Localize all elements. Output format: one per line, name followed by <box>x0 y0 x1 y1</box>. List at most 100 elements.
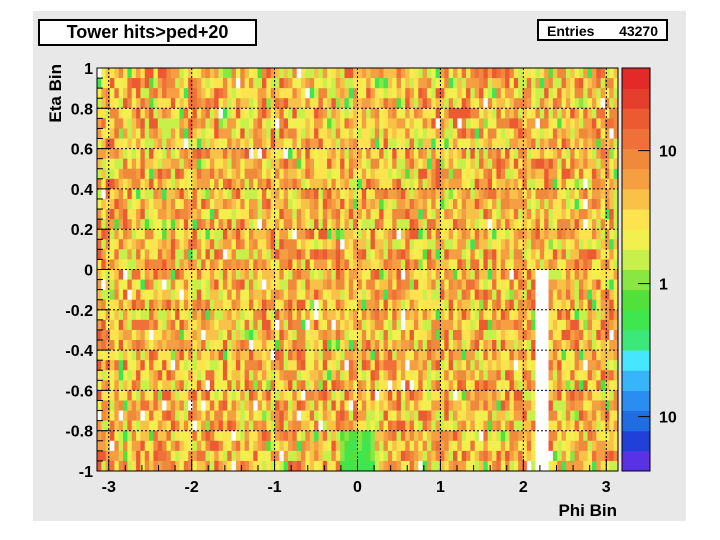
heatmap-cell <box>175 138 180 150</box>
heatmap-cell <box>496 299 502 311</box>
heatmap-cell <box>474 259 480 270</box>
heatmap-cell <box>479 209 484 220</box>
heatmap-cell <box>509 279 515 291</box>
heatmap-cell <box>214 440 220 452</box>
heatmap-cell <box>166 98 172 109</box>
heatmap-cell <box>518 249 523 260</box>
heatmap-cell <box>244 239 250 250</box>
heatmap-cell <box>570 289 576 301</box>
heatmap-cell <box>370 319 376 331</box>
heatmap-cell <box>570 410 576 422</box>
heatmap-cell <box>496 420 502 432</box>
heatmap-cell <box>500 198 506 210</box>
heatmap-cell <box>240 148 246 160</box>
heatmap-cell <box>248 440 254 452</box>
heatmap-cell <box>361 188 367 200</box>
heatmap-cell <box>105 98 111 109</box>
heatmap-cell <box>348 319 354 331</box>
heatmap-cell <box>331 340 337 351</box>
heatmap-cell <box>196 158 202 170</box>
heatmap-cell <box>509 340 515 351</box>
heatmap-cell <box>205 380 211 391</box>
heatmap-cell <box>123 138 128 150</box>
heatmap-cell <box>196 390 202 401</box>
heatmap-cell <box>218 168 224 180</box>
heatmap-cell <box>574 98 580 109</box>
heatmap-cell <box>253 249 259 260</box>
heatmap-cell <box>201 420 207 432</box>
heatmap-cell <box>157 88 163 99</box>
heatmap-cell <box>505 198 510 210</box>
heatmap-cell <box>114 289 120 301</box>
heatmap-cell <box>492 360 497 371</box>
heatmap-cell <box>431 148 437 160</box>
heatmap-cell <box>526 88 532 99</box>
heatmap-cell <box>479 219 484 230</box>
heatmap-cell <box>500 380 506 391</box>
heatmap-cell <box>492 269 497 281</box>
heatmap-cell <box>340 249 345 260</box>
heatmap-cell <box>97 78 102 89</box>
heatmap-cell <box>196 319 202 331</box>
heatmap-cell <box>192 68 198 79</box>
heatmap-cell <box>162 309 167 321</box>
heatmap-cell <box>604 360 610 371</box>
heatmap-cell <box>327 410 332 422</box>
heatmap-cell <box>604 148 610 160</box>
heatmap-cell <box>453 88 458 99</box>
heatmap-cell <box>322 329 328 341</box>
heatmap-cell <box>257 329 263 341</box>
heatmap-cell <box>509 400 515 412</box>
heatmap-cell <box>209 289 215 301</box>
heatmap-cell <box>105 329 111 341</box>
heatmap-cell <box>487 279 493 291</box>
heatmap-cell <box>114 219 120 230</box>
heatmap-cell <box>426 410 432 422</box>
heatmap-cell <box>97 98 102 109</box>
heatmap-cell <box>366 299 372 311</box>
heatmap-cell <box>201 410 207 422</box>
heatmap-cell <box>344 178 350 190</box>
heatmap-cell <box>153 390 159 401</box>
heatmap-cell <box>583 390 589 401</box>
heatmap-cell <box>140 108 146 119</box>
heatmap-cell <box>413 289 419 301</box>
heatmap-cell <box>383 239 389 250</box>
heatmap-cell <box>453 168 458 180</box>
heatmap-cell <box>379 329 385 341</box>
heatmap-cell <box>583 148 589 160</box>
heatmap-cell <box>604 98 610 109</box>
heatmap-cell <box>296 108 302 119</box>
heatmap-cell <box>400 380 406 391</box>
heatmap-cell <box>492 279 497 291</box>
heatmap-cell <box>496 450 502 462</box>
heatmap-cell <box>196 289 202 301</box>
heatmap-cell <box>444 340 450 351</box>
heatmap-cell <box>305 279 311 291</box>
heatmap-cell <box>110 289 115 301</box>
heatmap-cell <box>600 88 606 99</box>
heatmap-cell <box>140 229 146 240</box>
heatmap-cell <box>118 390 124 401</box>
heatmap-cell <box>539 138 545 150</box>
heatmap-cell <box>179 259 185 270</box>
heatmap-cell <box>327 229 332 240</box>
heatmap-cell <box>387 198 393 210</box>
heatmap-cell <box>557 279 563 291</box>
heatmap-cell <box>531 400 537 412</box>
heatmap-cell <box>396 158 402 170</box>
heatmap-cell <box>309 178 315 190</box>
heatmap-cell <box>600 229 606 240</box>
heatmap-cell <box>201 198 207 210</box>
heatmap-cell <box>383 259 389 270</box>
heatmap-cell <box>288 380 293 391</box>
heatmap-cell <box>309 219 315 230</box>
heatmap-cell <box>292 380 298 391</box>
heatmap-cell <box>114 329 120 341</box>
heatmap-cell <box>192 360 198 371</box>
heatmap-cell <box>209 460 215 472</box>
heatmap-cell <box>613 259 619 270</box>
heatmap-cell <box>279 269 285 281</box>
heatmap-cell <box>492 289 497 301</box>
heatmap-cell <box>552 390 558 401</box>
